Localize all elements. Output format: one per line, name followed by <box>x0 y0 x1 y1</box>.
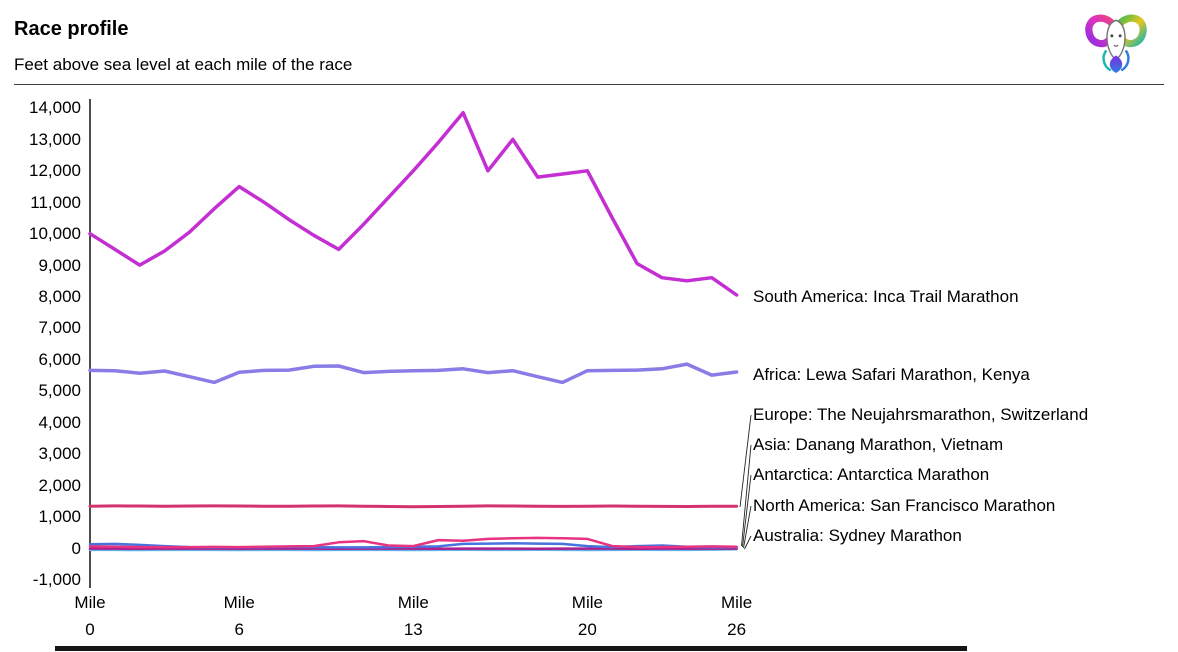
y-tick-label: 10,000 <box>29 224 81 244</box>
x-tick-label: Mile 13 <box>397 593 429 639</box>
y-tick-label: 7,000 <box>38 318 81 338</box>
leader-line <box>742 474 752 548</box>
leader-line <box>739 414 752 508</box>
legend-leader-lines <box>739 414 752 550</box>
series-label-africa: Africa: Lewa Safari Marathon, Kenya <box>753 365 1030 384</box>
series-label-europe: Europe: The Neujahrsmarathon, Switzerlan… <box>753 405 1089 424</box>
series-label-australia: Australia: Sydney Marathon <box>753 526 962 545</box>
y-tick-label: 14,000 <box>29 98 81 118</box>
line-north-america <box>88 536 738 549</box>
chart-subtitle: Feet above sea level at each mile of the… <box>14 55 353 74</box>
rainbow-ram-logo-icon <box>1085 14 1147 73</box>
y-tick-label: 9,000 <box>38 255 81 275</box>
y-tick-label: 1,000 <box>38 507 81 527</box>
y-tick-label: 6,000 <box>38 349 81 369</box>
line-africa <box>88 362 739 385</box>
y-tick-label: 12,000 <box>29 161 81 181</box>
y-tick-label: 3,000 <box>38 444 81 464</box>
series-lines <box>88 110 739 552</box>
line-south-america <box>88 110 739 297</box>
y-tick-label: 13,000 <box>29 129 81 149</box>
leader-line <box>743 505 752 549</box>
leader-line <box>744 535 752 550</box>
x-tick-label: Mile 20 <box>571 593 603 639</box>
series-label-antarctica: Antarctica: Antarctica Marathon <box>753 465 990 484</box>
bottom-window-edge <box>55 646 967 651</box>
series-label-asia: Asia: Danang Marathon, Vietnam <box>753 435 1004 454</box>
series-label-north-america: North America: San Francisco Marathon <box>753 496 1056 515</box>
series-label-south-america: South America: Inca Trail Marathon <box>753 287 1019 306</box>
page-title: Race profile <box>14 18 129 40</box>
y-tick-label: 2,000 <box>38 475 81 495</box>
x-tick-label: Mile 0 <box>74 593 106 639</box>
y-tick-label: -1,000 <box>32 569 81 589</box>
x-tick-label: Mile 26 <box>721 593 753 639</box>
leader-line <box>741 444 752 547</box>
x-tick-label: Mile 6 <box>223 593 255 639</box>
y-tick-label: 5,000 <box>38 381 81 401</box>
y-tick-label: 0 <box>71 538 81 558</box>
header-divider <box>14 84 1164 85</box>
y-tick-label: 4,000 <box>38 412 81 432</box>
line-europe <box>88 504 739 509</box>
y-tick-label: 8,000 <box>38 287 81 307</box>
y-tick-label: 11,000 <box>30 192 81 212</box>
